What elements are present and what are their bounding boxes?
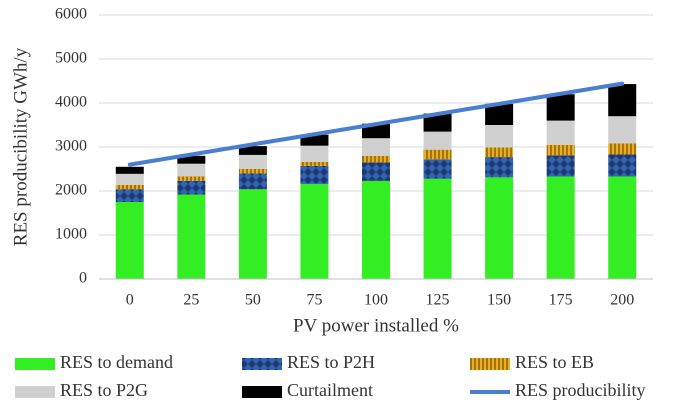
x-axis-title: PV power installed %	[293, 315, 459, 336]
bar-segment	[177, 163, 206, 177]
bar-segment	[423, 159, 452, 179]
x-tick-label: 50	[245, 292, 261, 309]
bar-segment	[423, 178, 452, 279]
bar-segment	[238, 169, 267, 174]
bar-segment	[362, 155, 390, 163]
y-tick-label: 1000	[55, 226, 87, 243]
bar-segment	[485, 147, 514, 158]
x-tick-label: 25	[183, 292, 199, 309]
bar-segment	[423, 113, 452, 132]
bar-segment	[115, 173, 144, 185]
bar-segment	[238, 154, 267, 169]
bar-segment	[177, 176, 206, 181]
bar-segment	[485, 125, 514, 148]
legend-swatch	[470, 358, 510, 370]
bar-segment	[608, 176, 637, 279]
bar-segment	[546, 155, 575, 177]
bar-segment	[115, 189, 144, 202]
x-tick-label: 200	[610, 292, 634, 309]
bar-segment	[546, 144, 575, 156]
legend-label: RES producibility	[515, 380, 646, 400]
bar-segment	[115, 202, 144, 279]
bar-segment	[546, 176, 575, 279]
bar-segment	[300, 134, 329, 146]
y-tick-label: 3000	[55, 138, 87, 155]
legend-swatch	[242, 386, 282, 398]
legend-swatch	[15, 386, 55, 398]
bar-segment	[300, 165, 329, 184]
legend-label: RES to demand	[60, 352, 173, 372]
bar-segment	[362, 123, 390, 139]
line	[127, 81, 625, 167]
legend-label: Curtailment	[287, 380, 373, 400]
bar-segment	[115, 166, 144, 174]
bar-segment	[423, 149, 452, 160]
y-tick-label: 2000	[55, 182, 87, 199]
y-axis-title: RES producibility GWh/y	[10, 47, 31, 246]
bar-segment	[115, 184, 144, 190]
bar-segment	[362, 138, 390, 156]
y-tick-label: 5000	[55, 50, 87, 67]
x-tick-label: 125	[426, 292, 450, 309]
bar-segment	[177, 194, 206, 279]
bar-segment	[485, 103, 514, 125]
legend-swatch	[15, 358, 55, 370]
bar-segment	[546, 120, 575, 145]
bar-segment	[608, 143, 637, 155]
bar-segment	[238, 189, 267, 279]
legend-label: RES to P2G	[60, 380, 148, 400]
bar-segment	[238, 146, 267, 155]
legend-label: RES to P2H	[287, 352, 375, 372]
y-tick-label: 0	[79, 270, 87, 287]
bar-segment	[300, 145, 329, 162]
bar-segment	[177, 155, 206, 164]
x-tick-label: 150	[487, 292, 511, 309]
bar-segment	[362, 162, 390, 181]
bar-segment	[608, 154, 637, 177]
legend-swatch	[242, 358, 282, 370]
y-tick-label: 4000	[55, 94, 87, 111]
bar-segment	[300, 183, 329, 279]
y-tick-label: 6000	[55, 6, 87, 23]
legend-label: RES to EB	[515, 352, 594, 372]
bar-segment	[177, 180, 206, 195]
x-tick-label: 75	[306, 292, 322, 309]
x-tick-label: 100	[364, 292, 388, 309]
bar-segment	[608, 116, 637, 144]
bar-segment	[608, 84, 637, 117]
bar-segment	[300, 161, 329, 166]
bar-segment	[362, 180, 390, 279]
bar-segment	[423, 131, 452, 150]
bar-segment	[546, 94, 575, 121]
bar-segment	[485, 177, 514, 279]
bar-segment	[485, 157, 514, 178]
x-tick-label: 175	[549, 292, 573, 309]
bar-segment	[238, 173, 267, 190]
x-tick-label: 0	[126, 292, 134, 309]
